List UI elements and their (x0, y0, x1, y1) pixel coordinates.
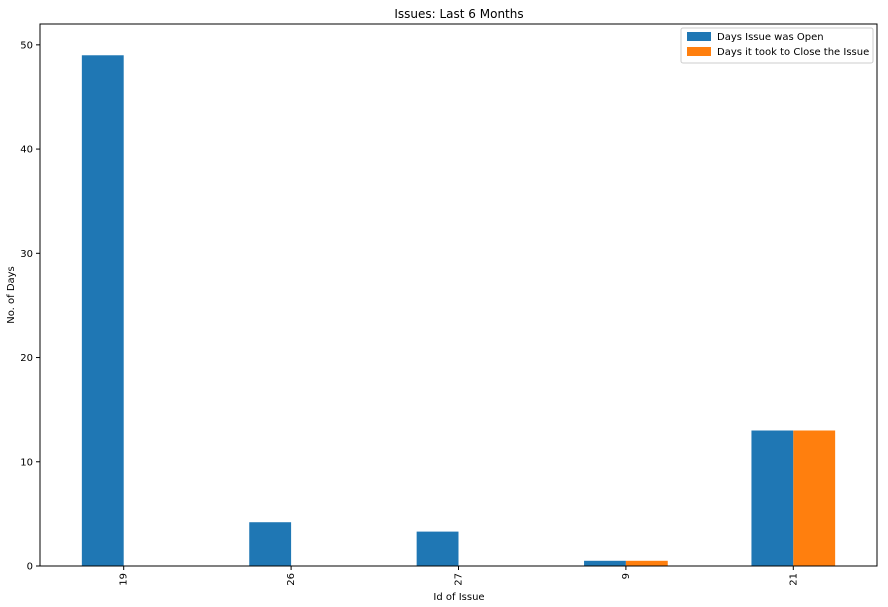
x-tick-label: 21 (788, 573, 799, 586)
bars-group (81, 55, 836, 567)
bar-open-27 (416, 531, 459, 566)
chart-title: Issues: Last 6 Months (394, 7, 523, 21)
legend-label-close: Days it took to Close the Issue (717, 47, 869, 58)
y-tick-label: 10 (20, 457, 33, 468)
x-tick-label: 27 (454, 573, 465, 586)
x-tick-label: 26 (286, 573, 297, 586)
bar-open-9 (584, 560, 626, 566)
bar-open-21 (751, 430, 794, 566)
legend-label-open: Days Issue was Open (717, 32, 824, 43)
legend-swatch-open (687, 32, 711, 41)
y-tick-label: 40 (20, 145, 33, 156)
bar-close-9 (625, 560, 668, 566)
bar-open-19 (81, 55, 124, 567)
y-tick-label: 0 (27, 562, 33, 573)
bar-open-26 (249, 522, 292, 566)
legend-frame (680, 27, 874, 64)
y-tick-label: 50 (20, 40, 33, 51)
y-axis: 0 10 20 30 40 50 (20, 40, 40, 573)
x-axis: 19 26 27 9 21 (119, 566, 799, 586)
y-tick-label: 20 (20, 353, 33, 364)
x-tick-label: 9 (621, 573, 632, 579)
legend: Days Issue was Open Days it took to Clos… (680, 27, 874, 64)
legend-swatch-close (687, 47, 711, 56)
x-axis-label: Id of Issue (433, 592, 484, 603)
y-axis-label: No. of Days (6, 266, 17, 324)
x-tick-label: 19 (119, 573, 130, 586)
bar-close-21 (793, 430, 836, 566)
y-tick-label: 30 (20, 249, 33, 260)
